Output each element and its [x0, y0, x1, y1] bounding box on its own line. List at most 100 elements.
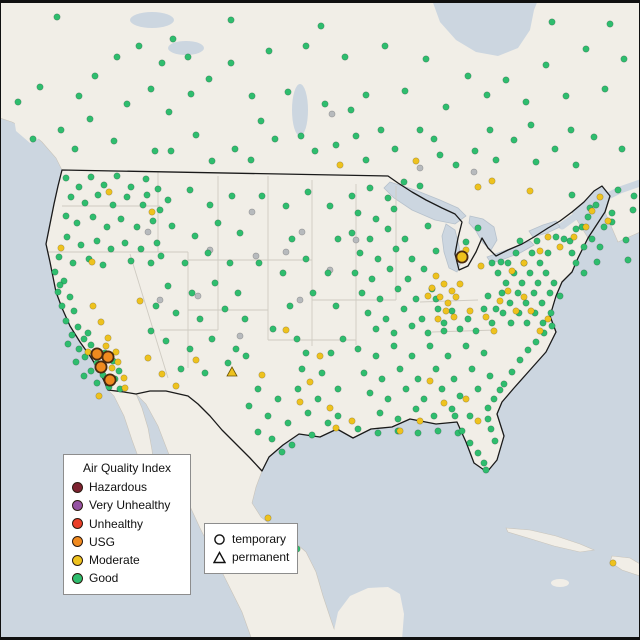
- station-marker-good[interactable]: [562, 92, 570, 100]
- station-marker-good[interactable]: [302, 349, 310, 357]
- station-marker-good[interactable]: [394, 415, 402, 423]
- station-marker-good[interactable]: [462, 342, 470, 350]
- station-marker-good[interactable]: [334, 235, 342, 243]
- station-marker-good[interactable]: [490, 395, 498, 403]
- station-marker-good[interactable]: [271, 135, 279, 143]
- station-marker-good[interactable]: [74, 323, 82, 331]
- station-marker-nodata[interactable]: [252, 252, 260, 260]
- station-marker-moderate[interactable]: [172, 382, 180, 390]
- station-marker-good[interactable]: [227, 59, 235, 67]
- station-marker-good[interactable]: [288, 441, 296, 449]
- station-marker-good[interactable]: [608, 209, 616, 217]
- station-marker-usg-large[interactable]: [90, 347, 104, 361]
- station-marker-good[interactable]: [582, 45, 590, 53]
- station-marker-good[interactable]: [69, 259, 77, 267]
- station-marker-good[interactable]: [314, 395, 322, 403]
- station-marker-moderate[interactable]: [432, 272, 440, 280]
- station-marker-moderate[interactable]: [282, 326, 290, 334]
- station-marker-good[interactable]: [456, 392, 464, 400]
- station-marker-good[interactable]: [426, 342, 434, 350]
- station-marker-good[interactable]: [188, 289, 196, 297]
- station-marker-good[interactable]: [358, 289, 366, 297]
- station-marker-moderate[interactable]: [536, 247, 544, 255]
- station-marker-moderate[interactable]: [504, 287, 512, 295]
- station-marker-moderate[interactable]: [442, 307, 450, 315]
- station-marker-good[interactable]: [424, 222, 432, 230]
- station-marker-good[interactable]: [544, 249, 552, 257]
- station-marker-good[interactable]: [204, 249, 212, 257]
- station-marker-good[interactable]: [456, 325, 464, 333]
- station-marker-good[interactable]: [201, 369, 209, 377]
- station-marker-good[interactable]: [234, 289, 242, 297]
- station-marker-good[interactable]: [71, 145, 79, 153]
- station-marker-good[interactable]: [620, 55, 628, 63]
- station-marker-good[interactable]: [298, 365, 306, 373]
- station-marker-good[interactable]: [326, 202, 334, 210]
- station-marker-good[interactable]: [149, 217, 157, 225]
- station-marker-good[interactable]: [121, 239, 129, 247]
- station-marker-good[interactable]: [332, 302, 340, 310]
- station-marker-good[interactable]: [147, 327, 155, 335]
- station-marker-moderate[interactable]: [95, 392, 103, 400]
- station-marker-good[interactable]: [542, 269, 550, 277]
- station-marker-good[interactable]: [75, 345, 83, 353]
- station-marker-good[interactable]: [412, 295, 420, 303]
- station-marker-good[interactable]: [536, 259, 544, 267]
- station-marker-good[interactable]: [214, 219, 222, 227]
- station-marker-good[interactable]: [67, 193, 75, 201]
- station-marker-good[interactable]: [123, 100, 131, 108]
- station-marker-good[interactable]: [282, 202, 290, 210]
- station-marker-good[interactable]: [588, 235, 596, 243]
- station-marker-good[interactable]: [168, 222, 176, 230]
- station-marker-nodata[interactable]: [416, 164, 424, 172]
- station-marker-good[interactable]: [192, 131, 200, 139]
- station-marker-good[interactable]: [474, 449, 482, 457]
- station-marker-moderate[interactable]: [89, 302, 97, 310]
- station-marker-moderate[interactable]: [544, 233, 552, 241]
- station-marker-good[interactable]: [552, 233, 560, 241]
- station-marker-good[interactable]: [151, 147, 159, 155]
- station-marker-moderate[interactable]: [306, 378, 314, 386]
- station-marker-moderate[interactable]: [496, 297, 504, 305]
- station-marker-moderate[interactable]: [136, 297, 144, 305]
- station-marker-good[interactable]: [205, 75, 213, 83]
- station-marker-good[interactable]: [368, 275, 376, 283]
- station-marker-good[interactable]: [87, 367, 95, 375]
- station-marker-good[interactable]: [169, 35, 177, 43]
- station-marker-good[interactable]: [542, 61, 550, 69]
- station-marker-good[interactable]: [72, 358, 80, 366]
- station-marker-good[interactable]: [618, 145, 626, 153]
- station-marker-good[interactable]: [377, 126, 385, 134]
- station-marker-nodata[interactable]: [470, 168, 478, 176]
- station-marker-good[interactable]: [352, 132, 360, 140]
- station-marker-moderate[interactable]: [440, 280, 448, 288]
- station-marker-good[interactable]: [414, 429, 422, 437]
- station-marker-good[interactable]: [14, 98, 22, 106]
- station-marker-moderate[interactable]: [264, 514, 272, 522]
- station-marker-good[interactable]: [401, 235, 409, 243]
- station-marker-good[interactable]: [94, 191, 102, 199]
- station-marker-good[interactable]: [523, 319, 531, 327]
- station-marker-good[interactable]: [384, 194, 392, 202]
- station-marker-good[interactable]: [334, 385, 342, 393]
- station-marker-good[interactable]: [274, 395, 282, 403]
- station-marker-good[interactable]: [278, 448, 286, 456]
- station-marker-moderate[interactable]: [105, 188, 113, 196]
- station-marker-good[interactable]: [516, 356, 524, 364]
- station-marker-good[interactable]: [164, 282, 172, 290]
- station-marker-moderate[interactable]: [424, 292, 432, 300]
- station-marker-good[interactable]: [390, 205, 398, 213]
- station-marker-good[interactable]: [522, 98, 530, 106]
- station-marker-good[interactable]: [308, 431, 316, 439]
- station-marker-moderate[interactable]: [544, 315, 552, 323]
- station-marker-good[interactable]: [206, 201, 214, 209]
- station-marker-good[interactable]: [135, 42, 143, 50]
- station-marker-good[interactable]: [424, 329, 432, 337]
- station-marker-good[interactable]: [348, 192, 356, 200]
- station-marker-good[interactable]: [390, 329, 398, 337]
- station-marker-good[interactable]: [279, 269, 287, 277]
- station-marker-good[interactable]: [416, 126, 424, 134]
- station-marker-good[interactable]: [123, 193, 131, 201]
- station-marker-good[interactable]: [488, 259, 496, 267]
- station-marker-good[interactable]: [494, 269, 502, 277]
